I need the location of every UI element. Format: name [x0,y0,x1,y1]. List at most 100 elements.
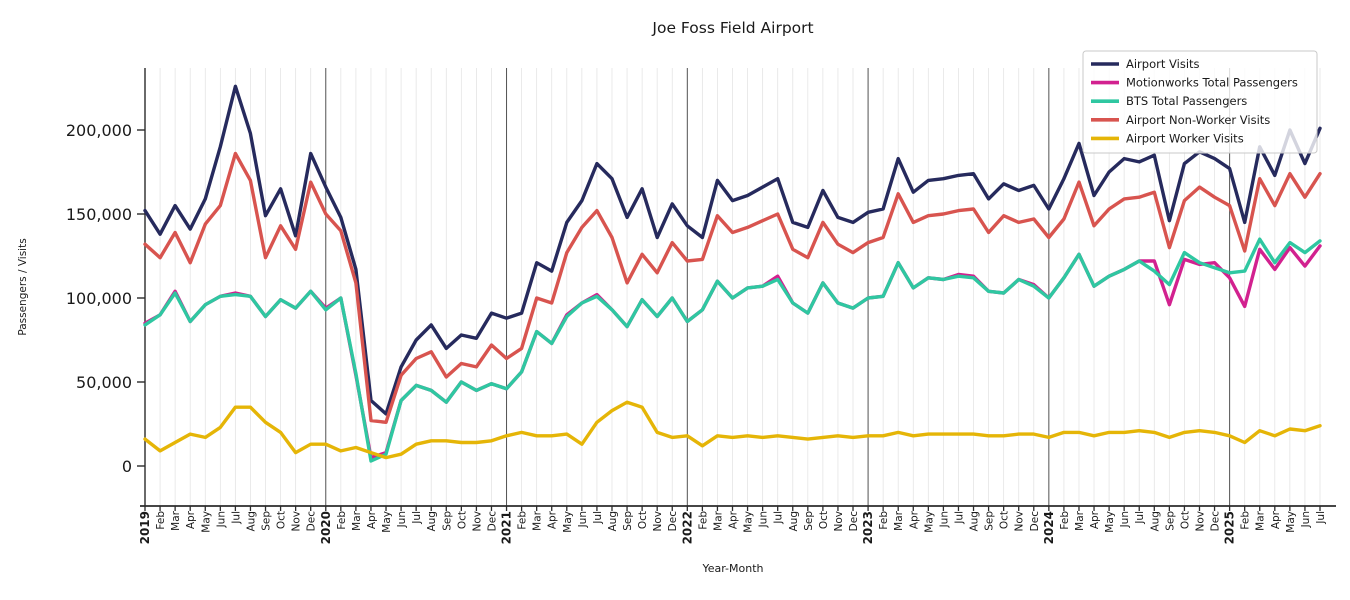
x-tick-label-month: Dec [306,511,318,532]
x-tick-label-month: Aug [1149,511,1161,532]
x-tick-label-month: Jul [1134,511,1146,525]
x-tick-label-month: Oct [999,511,1011,529]
y-tick-label: 200,000 [66,121,132,140]
x-tick-label-month: Jun [577,511,589,528]
x-tick-label-month: Apr [366,510,378,529]
series-line-airport-non-worker-visits [143,151,1322,424]
x-tick-label-month: Feb [336,511,348,530]
x-tick-label-month: Jul [1315,511,1327,525]
x-tick-label-month: Apr [185,510,197,529]
x-tick-label-month: May [1104,511,1116,533]
x-tick-label-month: Nov [833,511,845,532]
x-tick-label-month: Jun [396,511,408,528]
x-tick-label-month: Jun [1300,511,1312,528]
x-tick-label-year: 2019 [138,511,152,544]
x-tick-label-month: Sep [984,511,996,531]
x-tick-label-year: 2024 [1042,511,1056,544]
x-tick-label-month: Apr [547,510,559,529]
x-tick-label-month: Jun [938,511,950,528]
legend: Airport Visits Motionworks Total Passenge… [1082,50,1318,154]
x-tick-label-month: Mar [532,510,544,530]
x-tick-label-month: Nov [1194,511,1206,532]
x-tick-label-month: Mar [893,510,905,530]
x-tick-label-month: Mar [1074,510,1086,530]
x-tick-label-month: Apr [728,510,740,529]
legend-label-motionworks-total-passengers: Motionworks Total Passengers [1126,76,1298,90]
legend-label-airport-visits: Airport Visits [1126,57,1200,71]
y-tick-label: 100,000 [66,289,132,308]
x-tick-label-month: May [381,511,393,533]
x-tick-label-year: 2022 [680,511,694,544]
x-tick-label-month: Feb [878,511,890,530]
x-tick-label-month: Oct [818,511,830,529]
x-tick-label-month: Aug [607,511,619,532]
y-tick-label: 50,000 [76,373,132,392]
x-tick-label-year: 2025 [1223,511,1237,544]
y-axis-label: Passengers / Visits [17,238,29,335]
y-tick-label: 150,000 [66,205,132,224]
x-tick-label-month: Oct [276,511,288,529]
x-tick-label-month: Feb [155,511,167,530]
x-tick-label-month: Aug [426,511,438,532]
x-tick-label-month: Dec [1029,511,1041,532]
x-tick-label-month: Oct [456,511,468,529]
series-line-airport-worker-visits [143,400,1322,460]
x-tick-label-month: Feb [1059,511,1071,530]
x-tick-label-month: Sep [1164,511,1176,531]
x-tick-label-month: May [200,511,212,533]
x-tick-label-month: Jul [411,511,423,525]
x-tick-label-month: Jun [758,511,770,528]
x-tick-label-month: Apr [1089,510,1101,529]
series-line-airport-visits [143,84,1322,416]
x-tick-label-month: Aug [788,511,800,532]
series-lines [143,84,1322,463]
x-tick-label-month: Mar [170,510,182,530]
x-tick-label-month: Dec [667,511,679,532]
x-tick-label-month: May [1285,511,1297,533]
x-tick-label-month: Feb [1240,511,1252,530]
x-tick-label-month: Sep [622,511,634,531]
series-line-bts-total-passengers [143,237,1322,463]
x-axis-label: Year-Month [701,562,763,575]
x-tick-label-month: Nov [291,511,303,532]
x-tick-label-month: Sep [441,511,453,531]
x-tick-label-month: Jul [953,511,965,525]
x-tick-label-month: Sep [803,511,815,531]
x-tick-label-month: Jun [215,511,227,528]
chart-title: Joe Foss Field Airport [651,19,813,37]
x-tick-label-month: Apr [908,510,920,529]
x-tick-label-month: Apr [1270,510,1282,529]
x-tick-label-month: May [743,511,755,533]
legend-label-bts-total-passengers: BTS Total Passengers [1126,94,1247,108]
x-tick-label-month: Mar [712,510,724,530]
x-tick-label-month: Mar [351,510,363,530]
x-tick-label-month: Nov [471,511,483,532]
x-tick-label-month: Feb [517,511,529,530]
legend-label-airport-non-worker-visits: Airport Non-Worker Visits [1126,113,1270,127]
x-tick-label-month: May [923,511,935,533]
x-tick-label-month: Dec [848,511,860,532]
x-tick-label-month: Nov [652,511,664,532]
x-tick-label-month: Jul [773,511,785,525]
x-tick-label-month: Jul [230,511,242,525]
x-tick-label-month: Nov [1014,511,1026,532]
x-tick-label-year: 2020 [319,511,333,544]
x-tick-label-year: 2023 [861,511,875,544]
x-tick-label-month: Oct [1179,511,1191,529]
legend-label-airport-worker-visits: Airport Worker Visits [1126,131,1244,145]
x-tick-label-year: 2021 [500,511,514,544]
x-tick-label-month: Feb [697,511,709,530]
x-tick-label-month: Jul [592,511,604,525]
x-tick-label-month: Aug [969,511,981,532]
x-tick-label-month: May [562,511,574,533]
x-tick-label-month: Jun [1119,511,1131,528]
x-tick-label-month: Mar [1255,510,1267,530]
legend-box [1082,50,1318,154]
y-tick-label: 0 [122,457,132,476]
x-tick-label-month: Dec [486,511,498,532]
x-tick-label-month: Sep [261,511,273,531]
x-tick-label-month: Aug [245,511,257,532]
